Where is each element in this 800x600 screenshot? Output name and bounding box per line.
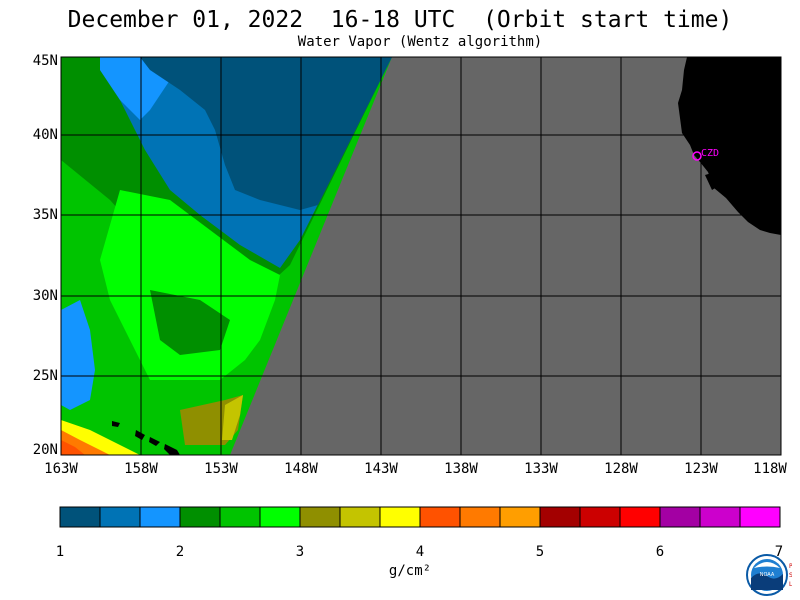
lon-label: 118W: [753, 461, 787, 477]
colorbar-swatch: [499, 506, 541, 528]
colorbar-swatch: [579, 506, 621, 528]
colorbar-tick: 4: [415, 544, 425, 560]
colorbar-swatch: [139, 506, 181, 528]
vapor-band-blue-west: [61, 300, 95, 410]
lon-label: 128W: [604, 461, 638, 477]
svg-text:NOAA: NOAA: [760, 572, 775, 578]
noaa-logo-icon: NOAA P S L: [746, 554, 792, 596]
map-frame: [60, 56, 782, 456]
colorbar-swatch: [219, 506, 261, 528]
colorbar: [59, 506, 781, 528]
vapor-band-1p2: [140, 57, 392, 210]
colorbar-unit: g/cm²: [388, 563, 432, 579]
north-america-land: [678, 57, 781, 235]
colorbar-swatch: [59, 506, 101, 528]
colorbar-swatch: [419, 506, 461, 528]
colorbar-swatch: [699, 506, 741, 528]
lon-label: 148W: [284, 461, 318, 477]
colorbar-swatch: [259, 506, 301, 528]
map-title: December 01, 2022 16-18 UTC (Orbit start…: [67, 7, 733, 33]
colorbar-swatch: [99, 506, 141, 528]
vapor-band-green-dark-patch: [150, 290, 230, 355]
lon-label: 133W: [524, 461, 558, 477]
lat-label: 20N: [32, 442, 58, 458]
colorbar-swatch: [539, 506, 581, 528]
lat-label: 40N: [32, 127, 58, 143]
colorbar-tick: 5: [535, 544, 545, 560]
lon-label: 143W: [364, 461, 398, 477]
colorbar-swatch: [739, 506, 781, 528]
lon-label: 153W: [204, 461, 238, 477]
vapor-band-red: [61, 440, 85, 455]
station-label: CZD: [701, 148, 719, 159]
colorbar-swatch: [179, 506, 221, 528]
svg-text:P: P: [789, 563, 792, 570]
colorbar-tick: 3: [295, 544, 305, 560]
lon-label: 163W: [44, 461, 78, 477]
colorbar-swatch: [619, 506, 661, 528]
lon-label: 123W: [684, 461, 718, 477]
colorbar-tick: 6: [655, 544, 665, 560]
colorbar-swatch: [299, 506, 341, 528]
lon-label: 158W: [124, 461, 158, 477]
colorbar-tick: 2: [175, 544, 185, 560]
station-marker: [692, 151, 702, 161]
colorbar-tick: 1: [55, 544, 65, 560]
lat-label: 35N: [32, 207, 58, 223]
colorbar-tick: 7: [774, 544, 784, 560]
vapor-band-green-bright-1: [100, 190, 280, 380]
lat-label: 30N: [32, 288, 58, 304]
hawaii-islands: [112, 421, 120, 427]
colorbar-swatch: [659, 506, 701, 528]
colorbar-swatch: [339, 506, 381, 528]
svg-text:S: S: [789, 572, 792, 579]
map-subtitle: Water Vapor (Wentz algorithm): [297, 34, 543, 50]
graticule: [61, 57, 781, 455]
lon-label: 138W: [444, 461, 478, 477]
svg-text:L: L: [789, 581, 792, 588]
colorbar-swatch: [379, 506, 421, 528]
colorbar-swatch: [459, 506, 501, 528]
lat-label: 45N: [32, 53, 58, 69]
lat-label: 25N: [32, 368, 58, 384]
vapor-band-yellow-olive: [222, 395, 243, 440]
